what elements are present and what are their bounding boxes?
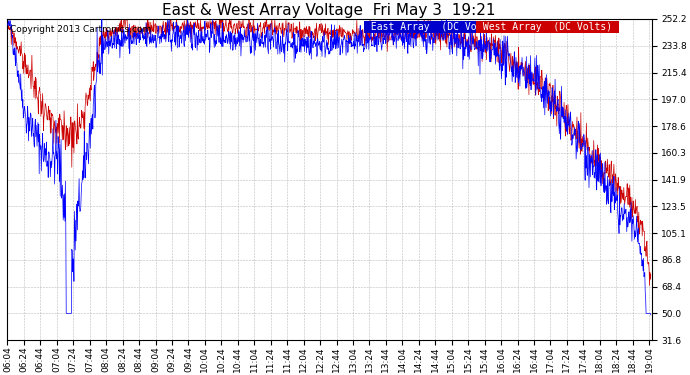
Text: West Array  (DC Volts): West Array (DC Volts) bbox=[477, 22, 618, 32]
Text: Copyright 2013 Cartronics.com: Copyright 2013 Cartronics.com bbox=[10, 26, 151, 34]
Title: East & West Array Voltage  Fri May 3  19:21: East & West Array Voltage Fri May 3 19:2… bbox=[162, 3, 496, 18]
Text: East Array  (DC Volts): East Array (DC Volts) bbox=[364, 22, 506, 32]
